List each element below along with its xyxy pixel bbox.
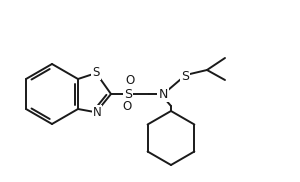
Text: N: N (158, 88, 168, 100)
Text: O: O (122, 100, 132, 114)
Text: S: S (181, 70, 189, 82)
Text: S: S (124, 88, 132, 100)
Text: O: O (125, 74, 135, 88)
Text: N: N (93, 106, 101, 119)
Text: S: S (92, 66, 100, 79)
